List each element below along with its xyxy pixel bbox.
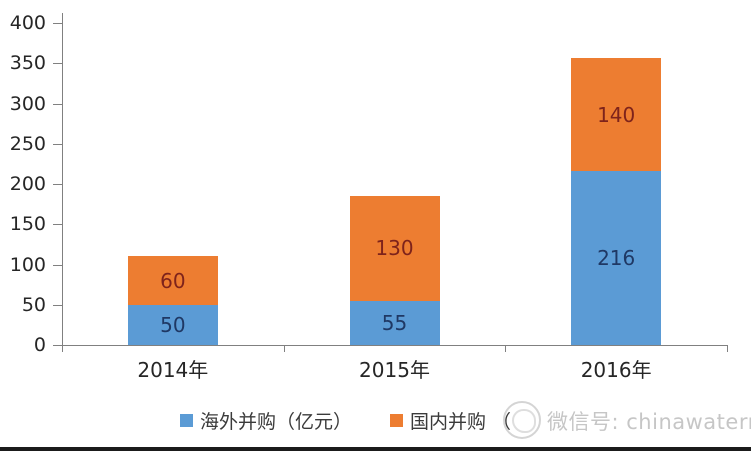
legend-swatch-blue xyxy=(180,413,193,427)
y-axis-tick-label: 100 xyxy=(9,253,46,276)
y-axis-tick-label: 250 xyxy=(9,132,46,155)
y-axis-tick xyxy=(53,304,62,306)
legend-item-overseas: 海外并购（亿元） xyxy=(180,411,352,433)
y-axis-tick-label: 0 xyxy=(33,334,46,356)
watermark-logo-inner-shape xyxy=(512,409,536,433)
legend-swatch-orange xyxy=(390,413,403,427)
x-axis-category-label: 2015年 xyxy=(359,358,430,382)
y-axis-tick xyxy=(53,184,62,185)
bar-segment-domestic xyxy=(571,58,662,172)
bar-value-label: 130 xyxy=(375,236,414,261)
legend-item-domestic: 国内并购 （ xyxy=(390,411,511,433)
x-axis-tick xyxy=(727,345,728,352)
y-axis-line xyxy=(62,13,63,345)
x-axis-line xyxy=(54,345,727,346)
watermark-text: 微信号: chinawaternet xyxy=(547,410,751,434)
bar-segment-overseas xyxy=(127,304,218,345)
bar-value-label: 50 xyxy=(160,312,186,337)
x-axis-tick xyxy=(505,345,507,352)
bar-segment-overseas xyxy=(349,300,440,345)
y-axis-tick xyxy=(53,224,62,226)
legend: 海外并购（亿元） 国内并购 （ xyxy=(0,411,751,433)
y-axis-tick xyxy=(53,143,62,145)
bar-value-label: 216 xyxy=(597,246,636,271)
y-axis-tick-label: 300 xyxy=(9,92,46,115)
y-axis-tick xyxy=(53,103,62,105)
watermark-logo-icon xyxy=(503,401,541,439)
bar-value-label: 60 xyxy=(160,268,186,293)
y-axis-tick-label: 50 xyxy=(21,293,46,316)
bar-segment-overseas xyxy=(571,171,662,345)
y-axis-tick xyxy=(53,63,62,65)
y-axis-tick xyxy=(53,264,62,266)
footer-divider-bar xyxy=(0,447,751,451)
x-axis-category-label: 2014年 xyxy=(137,358,209,382)
y-axis-tick-label: 350 xyxy=(9,52,46,75)
y-axis-tick-label: 150 xyxy=(9,213,46,236)
x-axis-tick xyxy=(62,345,63,352)
legend-label: 国内并购 （ xyxy=(410,410,512,433)
x-axis-tick xyxy=(283,345,285,352)
bar-segment-domestic xyxy=(349,196,440,301)
y-axis-tick xyxy=(53,345,62,346)
bar-segment-domestic xyxy=(127,256,218,305)
y-axis-tick-label: 400 xyxy=(9,12,46,34)
legend-label: 海外并购（亿元） xyxy=(200,410,353,433)
x-axis-category-label: 2016年 xyxy=(580,358,652,382)
y-axis-tick xyxy=(53,23,62,24)
bar-value-label: 140 xyxy=(597,102,636,127)
bar-value-label: 55 xyxy=(381,310,408,335)
y-axis-tick-label: 200 xyxy=(9,173,46,195)
